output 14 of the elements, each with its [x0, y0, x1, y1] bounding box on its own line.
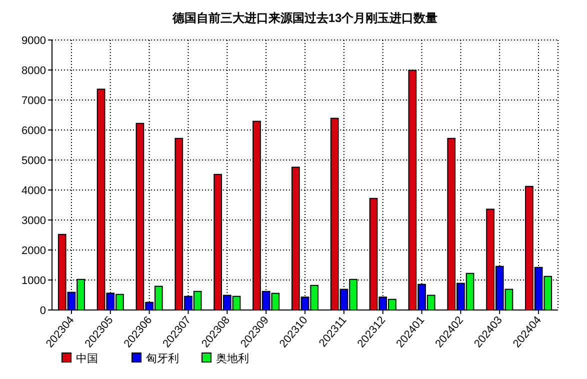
- y-tick-label: 2000: [22, 245, 46, 257]
- legend-label: 奥地利: [216, 352, 249, 365]
- chart-title: 德国自前三大进口来源国过去13个月刚玉进口数量: [171, 11, 438, 25]
- y-tick-label: 1000: [22, 275, 46, 287]
- y-tick-label: 7000: [22, 95, 46, 107]
- legend-label: 匈牙利: [146, 352, 179, 365]
- y-tick-label: 3000: [22, 215, 46, 227]
- y-tick-label: 8000: [22, 65, 46, 77]
- y-tick-label: 5000: [22, 155, 46, 167]
- y-tick-label: 6000: [22, 125, 46, 137]
- y-tick-label: 0: [40, 305, 46, 317]
- y-tick-label: 4000: [22, 185, 46, 197]
- legend-label: 中国: [76, 352, 98, 365]
- y-tick-label: 9000: [22, 35, 46, 47]
